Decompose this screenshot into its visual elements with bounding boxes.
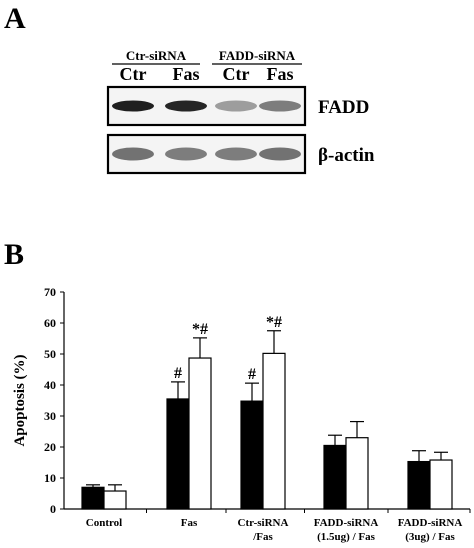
bar xyxy=(323,444,347,510)
x-tick-label: FADD-siRNA xyxy=(398,517,463,529)
bar xyxy=(240,400,264,510)
y-tick-label: 30 xyxy=(44,409,56,423)
bar xyxy=(166,398,190,510)
band-label: FADD xyxy=(318,97,369,118)
y-tick-label: 10 xyxy=(44,471,56,485)
x-tick-label: FADD-siRNA xyxy=(314,517,379,529)
group-label: Ctr-siRNA xyxy=(126,48,187,63)
blot-band xyxy=(215,100,257,112)
bar xyxy=(345,437,369,510)
bar xyxy=(262,352,286,510)
y-tick-label: 20 xyxy=(44,440,56,454)
blot-band xyxy=(112,147,154,161)
x-tick-label: (1.5ug) / Fas xyxy=(317,531,375,543)
significance-marker: *# xyxy=(192,321,208,338)
significance-marker: # xyxy=(174,365,182,382)
panel-a-letter: A xyxy=(4,2,26,35)
y-tick-label: 60 xyxy=(44,316,56,330)
blot-band xyxy=(259,100,301,112)
bar xyxy=(81,486,105,510)
blot-band xyxy=(259,147,301,161)
panel-b-letter: B xyxy=(4,238,25,271)
x-tick-label: (3ug) / Fas xyxy=(405,531,455,543)
x-tick-label: /Fas xyxy=(252,531,273,543)
lane-label: Ctr xyxy=(223,64,250,84)
bar xyxy=(188,357,212,510)
x-tick-label: Ctr-siRNA xyxy=(238,517,289,529)
x-tick-label: Fas xyxy=(181,517,198,529)
blot-band xyxy=(165,147,207,161)
significance-marker: # xyxy=(248,366,256,383)
band-label: β-actin xyxy=(318,145,375,166)
bar xyxy=(429,459,453,510)
y-tick-label: 0 xyxy=(50,502,56,516)
x-tick-label: Control xyxy=(86,517,122,529)
blot-band xyxy=(165,100,207,112)
bar xyxy=(407,460,431,510)
y-axis-label: Apoptosis (%) xyxy=(12,354,28,446)
y-tick-label: 50 xyxy=(44,347,56,361)
y-tick-label: 70 xyxy=(44,285,56,299)
blot-band xyxy=(112,100,154,112)
lane-label: Fas xyxy=(173,64,200,84)
lane-label: Fas xyxy=(267,64,294,84)
significance-marker: *# xyxy=(266,314,282,331)
y-tick-label: 40 xyxy=(44,378,56,392)
blot-band xyxy=(215,147,257,161)
group-label: FADD-siRNA xyxy=(219,48,296,63)
lane-label: Ctr xyxy=(120,64,147,84)
bar xyxy=(103,490,127,510)
